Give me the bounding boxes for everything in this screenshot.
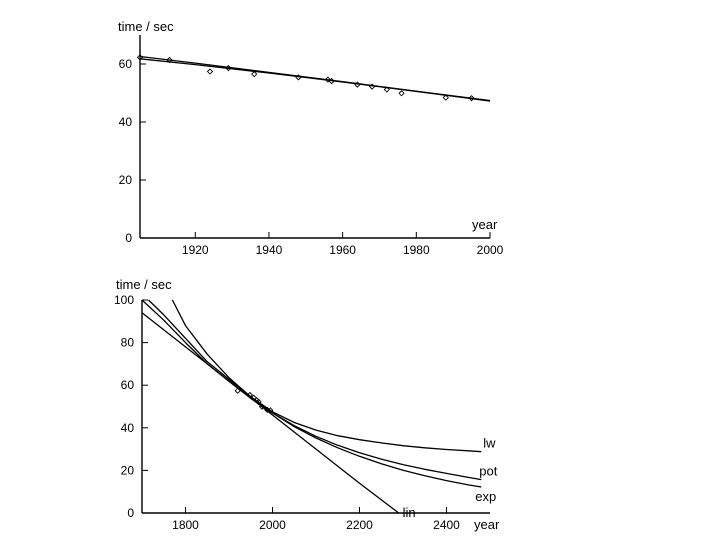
bottom-series-lines [141,299,482,514]
x-tick-label: 1940 [256,243,283,257]
y-tick-label: 40 [121,421,135,435]
bottom-series-labels: lw pot exp lin [403,436,498,520]
y-tick-label: 80 [121,336,135,350]
top-fit-lines [139,55,491,102]
x-tick-label: 1980 [403,243,430,257]
fit-line [139,58,491,102]
bottom-ylabel: time / sec [116,277,172,292]
series-label-pot: pot [479,464,497,479]
data-point [295,74,302,81]
series-label-lw: lw [483,436,496,451]
x-tick-label: 1920 [182,243,209,257]
x-tick-label: 2000 [259,518,286,532]
bottom-x-ticks: 1800 2000 2200 2400 [172,507,460,532]
x-tick-label: 1800 [172,518,199,532]
x-tick-label: 1960 [329,243,356,257]
bottom-xlabel: year [474,517,500,532]
data-point [225,64,232,72]
series-line-lw [171,299,482,453]
y-tick-label: 60 [119,57,133,71]
data-point [328,77,335,85]
top-x-ticks: 1920 1940 1960 1980 2000 [182,232,504,257]
data-point [206,68,214,75]
y-tick-label: 60 [121,378,135,392]
data-point [267,407,274,414]
data-point [166,56,173,64]
bottom-chart: time / sec year 0 20 40 60 80 100 1800 2000 220… [114,277,500,532]
bottom-y-ticks: 0 20 40 60 80 100 [114,293,148,520]
y-tick-label: 100 [114,293,134,307]
bottom-data-points [234,387,274,414]
y-tick-label: 0 [125,231,132,245]
x-tick-label: 2400 [433,518,460,532]
y-tick-label: 20 [119,173,133,187]
data-point [324,76,332,83]
series-line-pot [148,299,482,481]
data-point [251,71,258,78]
x-tick-label: 2000 [477,243,504,257]
top-y-ticks: 0 20 40 60 [119,57,146,245]
data-point [246,391,254,399]
data-point [136,54,144,61]
series-line-exp [141,299,482,488]
data-point [234,387,241,394]
data-point [258,403,266,410]
data-point [468,95,475,102]
x-tick-label: 2200 [346,518,373,532]
data-point [383,86,390,93]
y-tick-label: 40 [119,115,133,129]
top-data-points [136,54,475,102]
y-tick-label: 0 [127,506,134,520]
data-point [398,90,405,97]
y-tick-label: 20 [121,463,135,477]
data-point [442,94,449,101]
top-chart: time / sec year 0 20 40 60 1920 1940 1960 1980… [118,19,504,257]
series-label-lin: lin [403,505,416,520]
series-label-exp: exp [475,489,496,504]
top-ylabel: time / sec [118,19,174,34]
top-xlabel: year [472,217,498,232]
data-point [354,81,361,88]
data-point [368,83,376,90]
data-point [255,398,262,405]
series-line-lin [141,312,400,514]
